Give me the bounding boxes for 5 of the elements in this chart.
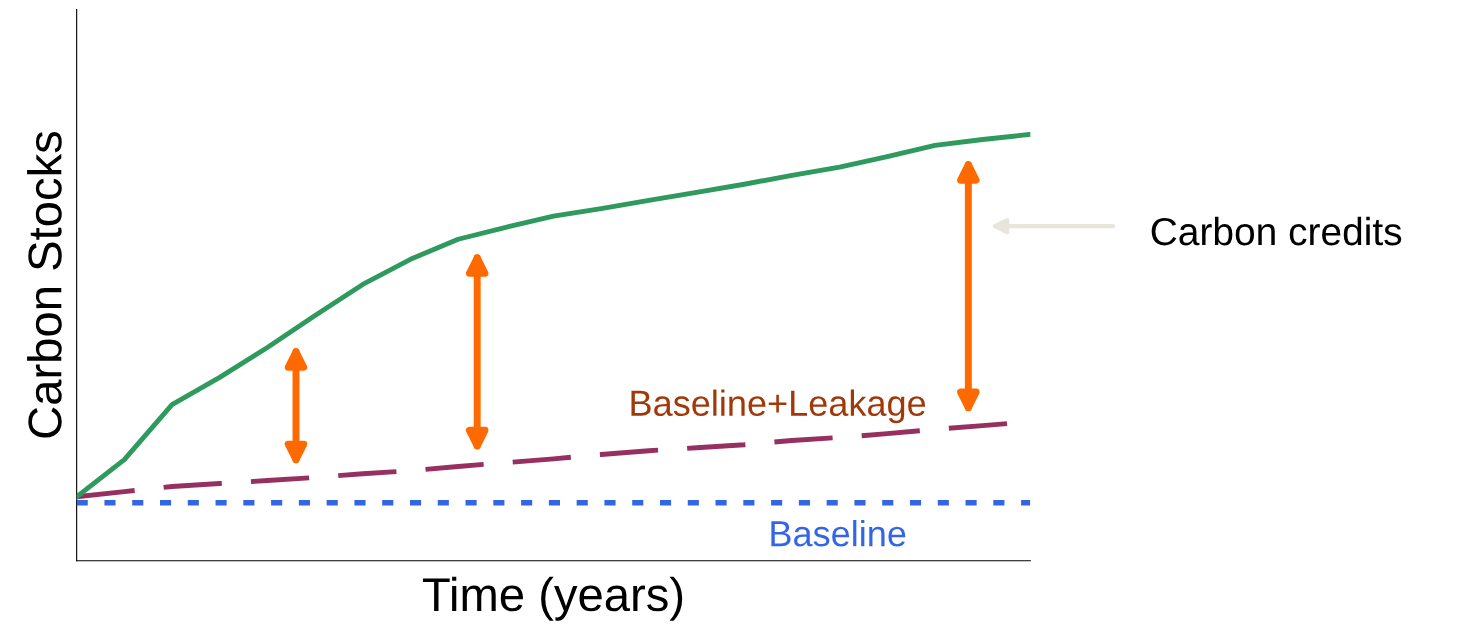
text: Carbon credits xyxy=(1151,216,1402,246)
series-label: Baseline xyxy=(771,519,906,547)
series-label: Baseline+Leakage xyxy=(631,389,926,424)
y-axis-title: Carbon Stocks xyxy=(27,131,62,438)
x-axis-title: Time (years) xyxy=(422,576,683,621)
